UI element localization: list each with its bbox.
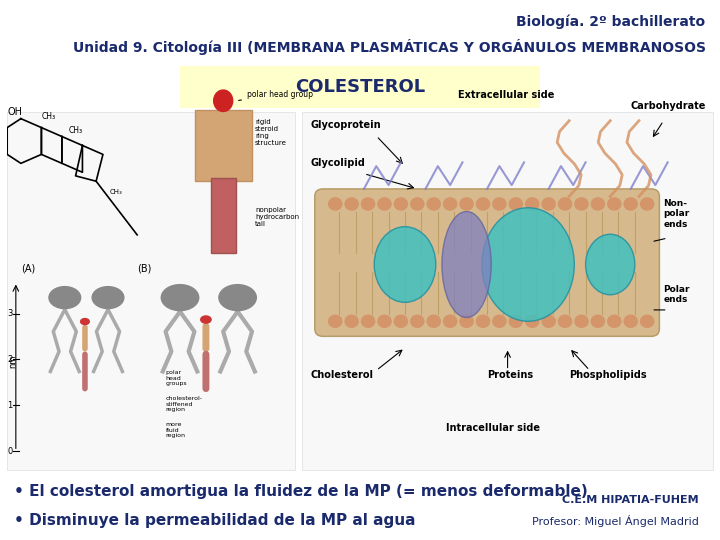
Circle shape [608, 315, 621, 327]
Text: Extracellular side: Extracellular side [459, 90, 554, 100]
Circle shape [410, 315, 424, 327]
Circle shape [575, 198, 588, 210]
Circle shape [477, 315, 490, 327]
Text: Unidad 9. Citología III (MEMBRANA PLASMÁTICAS Y ORGÁNULOS MEMBRANOSOS: Unidad 9. Citología III (MEMBRANA PLASMÁ… [73, 38, 706, 55]
Text: nonpolar
hydrocarbon
tail: nonpolar hydrocarbon tail [255, 207, 299, 227]
Circle shape [161, 285, 199, 310]
Text: Glycolipid: Glycolipid [310, 158, 366, 168]
Text: Profesor: Miguel Ángel Madrid: Profesor: Miguel Ángel Madrid [531, 515, 698, 528]
Bar [210, 178, 236, 253]
Ellipse shape [482, 208, 575, 321]
Text: C.E.M HIPATIA-FUHEM: C.E.M HIPATIA-FUHEM [562, 495, 698, 505]
Text: • El colesterol amortigua la fluidez de la MP (= menos deformable): • El colesterol amortigua la fluidez de … [14, 484, 588, 499]
Circle shape [559, 198, 572, 210]
Circle shape [395, 198, 408, 210]
Ellipse shape [585, 234, 635, 295]
Text: OH: OH [7, 107, 22, 117]
Circle shape [641, 315, 654, 327]
Text: Proteins: Proteins [487, 370, 534, 380]
Circle shape [460, 198, 473, 210]
Circle shape [378, 198, 391, 210]
Text: nm: nm [9, 355, 17, 368]
Text: rigid
steroid
ring
structure: rigid steroid ring structure [255, 119, 287, 146]
Circle shape [608, 198, 621, 210]
Circle shape [201, 316, 211, 323]
Circle shape [641, 198, 654, 210]
Circle shape [395, 315, 408, 327]
Circle shape [427, 315, 441, 327]
Circle shape [444, 315, 456, 327]
Circle shape [542, 198, 555, 210]
Circle shape [526, 198, 539, 210]
FancyBboxPatch shape [180, 66, 540, 108]
Circle shape [361, 198, 374, 210]
FancyBboxPatch shape [7, 112, 295, 470]
Text: Intracellular side: Intracellular side [446, 423, 540, 433]
Text: Non-
polar
ends: Non- polar ends [664, 199, 690, 228]
Circle shape [49, 287, 81, 308]
Circle shape [410, 198, 424, 210]
Circle shape [492, 198, 506, 210]
Text: polar
head
groups: polar head groups [166, 370, 187, 387]
Text: 3: 3 [7, 309, 12, 318]
Circle shape [509, 198, 523, 210]
Circle shape [509, 315, 523, 327]
Text: 0: 0 [7, 447, 12, 456]
Text: polar head group: polar head group [238, 90, 313, 100]
Circle shape [526, 315, 539, 327]
Text: cholesterol-
stiffened
region: cholesterol- stiffened region [166, 396, 202, 413]
Circle shape [328, 198, 342, 210]
Text: CH₃: CH₃ [69, 126, 83, 135]
Circle shape [345, 198, 359, 210]
Circle shape [361, 315, 374, 327]
Text: COLESTEROL: COLESTEROL [295, 78, 425, 96]
Ellipse shape [442, 212, 491, 318]
Circle shape [492, 315, 506, 327]
Circle shape [460, 315, 473, 327]
Circle shape [559, 315, 572, 327]
Circle shape [624, 198, 637, 210]
Text: Glycoprotein: Glycoprotein [310, 120, 381, 130]
Circle shape [92, 287, 124, 308]
Circle shape [591, 198, 605, 210]
Circle shape [214, 90, 233, 111]
Circle shape [427, 198, 441, 210]
Text: Biología. 2º bachillerato: Biología. 2º bachillerato [516, 15, 706, 29]
Text: 2: 2 [7, 355, 12, 364]
Text: Cholesterol: Cholesterol [310, 370, 374, 380]
FancyBboxPatch shape [315, 189, 660, 336]
Text: (A): (A) [22, 264, 36, 274]
FancyBboxPatch shape [302, 112, 713, 470]
Text: 1: 1 [7, 401, 12, 410]
Ellipse shape [374, 227, 436, 302]
Text: Carbohydrate: Carbohydrate [631, 102, 706, 111]
Circle shape [477, 198, 490, 210]
Circle shape [542, 315, 555, 327]
Text: CH₃: CH₃ [110, 189, 122, 195]
Circle shape [81, 319, 89, 325]
Text: Phospholipids: Phospholipids [569, 370, 647, 380]
Circle shape [328, 315, 342, 327]
Circle shape [378, 315, 391, 327]
Circle shape [219, 285, 256, 310]
Text: more
fluid
region: more fluid region [166, 422, 186, 438]
Bar [194, 110, 252, 181]
Circle shape [624, 315, 637, 327]
Text: • Disminuye la permeabilidad de la MP al agua: • Disminuye la permeabilidad de la MP al… [14, 512, 416, 528]
Circle shape [591, 315, 605, 327]
Text: Polar
ends: Polar ends [664, 285, 690, 305]
Circle shape [575, 315, 588, 327]
Circle shape [345, 315, 359, 327]
Circle shape [444, 198, 456, 210]
Text: (B): (B) [137, 264, 151, 274]
Text: CH₃: CH₃ [42, 112, 55, 120]
